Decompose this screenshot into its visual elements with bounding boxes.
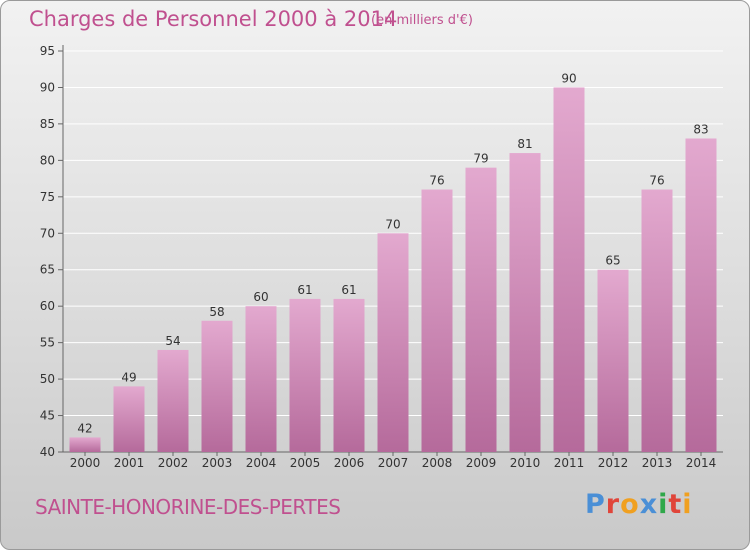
data-label: 42 xyxy=(77,421,92,435)
data-label: 54 xyxy=(165,334,180,348)
bar xyxy=(69,437,101,452)
x-tick-label: 2014 xyxy=(686,456,717,470)
chart-title: Charges de Personnel 2000 à 2014 xyxy=(29,7,398,31)
x-tick-label: 2007 xyxy=(378,456,409,470)
x-tick-label: 2009 xyxy=(466,456,497,470)
y-tick-label: 40 xyxy=(40,445,55,459)
bar xyxy=(157,349,189,452)
y-tick-label: 70 xyxy=(40,226,55,240)
place-name: SAINTE-HONORINE-DES-PERTES xyxy=(35,495,341,519)
data-label: 65 xyxy=(605,254,620,268)
x-tick-label: 2002 xyxy=(158,456,189,470)
logo-letter: i xyxy=(658,489,669,520)
logo-letter: i xyxy=(682,489,693,520)
y-tick-label: 85 xyxy=(40,117,55,131)
x-tick-label: 2003 xyxy=(202,456,233,470)
bar xyxy=(377,233,409,452)
logo-letter: r xyxy=(605,489,621,520)
x-tick-label: 2010 xyxy=(510,456,541,470)
bar xyxy=(685,138,717,452)
logo-letter: o xyxy=(620,489,640,520)
x-tick-label: 2012 xyxy=(598,456,629,470)
x-tick-label: 2001 xyxy=(114,456,145,470)
x-tick-label: 2013 xyxy=(642,456,673,470)
bar xyxy=(509,153,541,452)
x-tick-label: 2004 xyxy=(246,456,277,470)
x-tick-label: 2011 xyxy=(554,456,585,470)
logo-letter: t xyxy=(668,489,683,520)
data-label: 90 xyxy=(561,71,576,85)
y-tick-label: 45 xyxy=(40,409,55,423)
chart-subtitle: (en milliers d'€) xyxy=(371,13,473,28)
data-label: 79 xyxy=(473,152,488,166)
data-label: 81 xyxy=(517,137,532,151)
y-tick-label: 75 xyxy=(40,190,55,204)
bar xyxy=(289,298,321,452)
bar xyxy=(553,87,585,453)
data-label: 60 xyxy=(253,290,268,304)
bar xyxy=(465,167,497,452)
bar xyxy=(113,386,145,452)
bar xyxy=(333,298,365,452)
data-label: 58 xyxy=(209,305,224,319)
y-tick-label: 95 xyxy=(40,44,55,58)
bar xyxy=(201,320,233,452)
bar xyxy=(641,189,673,452)
data-label: 49 xyxy=(121,370,136,384)
y-tick-label: 50 xyxy=(40,372,55,386)
data-label: 76 xyxy=(649,174,664,188)
proxiti-logo: Proxiti xyxy=(585,489,693,520)
y-tick-label: 90 xyxy=(40,80,55,94)
x-tick-label: 2008 xyxy=(422,456,453,470)
x-tick-label: 2000 xyxy=(70,456,101,470)
logo-letter: x xyxy=(639,489,659,520)
y-tick-label: 60 xyxy=(40,299,55,313)
y-tick-label: 80 xyxy=(40,153,55,167)
data-label: 61 xyxy=(297,283,312,297)
y-tick-label: 65 xyxy=(40,263,55,277)
bars xyxy=(69,87,717,453)
bar xyxy=(245,306,277,452)
logo-letter: P xyxy=(585,489,606,520)
x-tick-label: 2006 xyxy=(334,456,365,470)
data-label: 76 xyxy=(429,174,444,188)
bar xyxy=(421,189,453,452)
labels: 40 45 50 55 60 65 70 75 80 85 90 95 42 2000 49 2001 54 20… xyxy=(40,44,717,470)
bar xyxy=(597,269,629,452)
x-tick-label: 2005 xyxy=(290,456,321,470)
y-tick-label: 55 xyxy=(40,336,55,350)
data-label: 61 xyxy=(341,283,356,297)
data-label: 83 xyxy=(693,122,708,136)
data-label: 70 xyxy=(385,217,400,231)
